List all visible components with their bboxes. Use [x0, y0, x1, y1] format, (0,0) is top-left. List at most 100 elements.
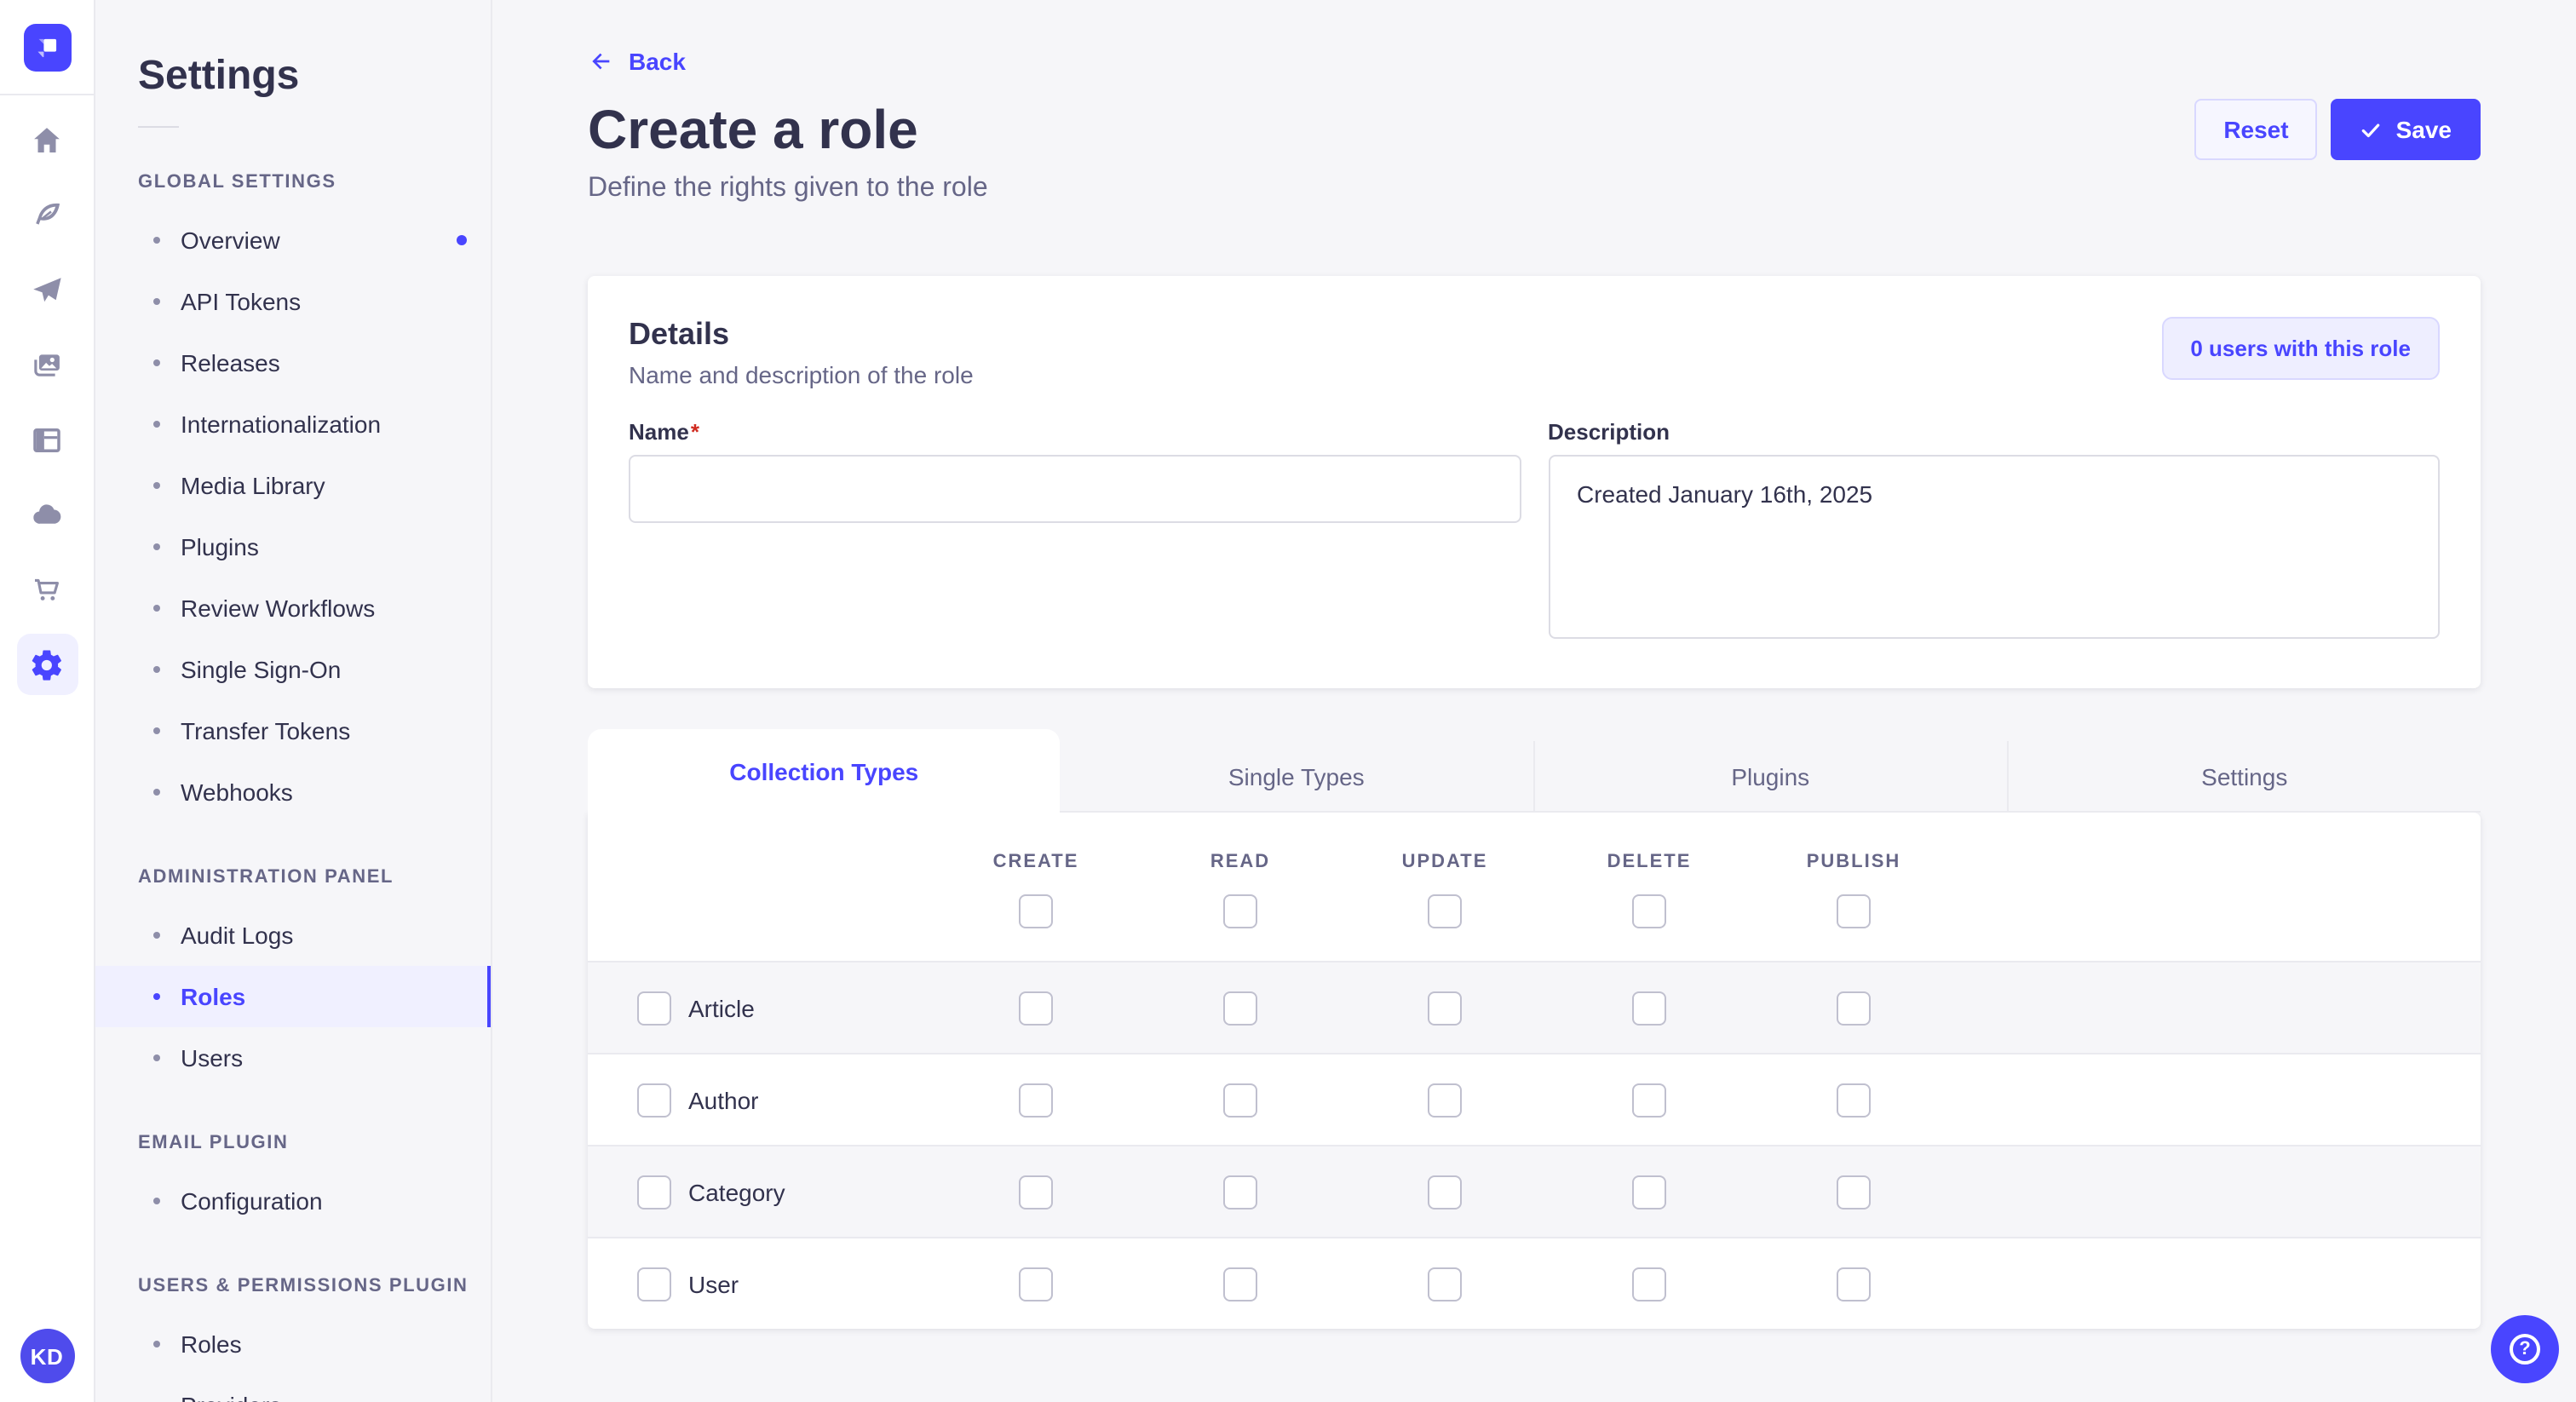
permissions-section: Collection Types Single Types Plugins Se…: [588, 729, 2481, 1329]
checkbox-category-read[interactable]: [1223, 1175, 1257, 1209]
table-row-category: Category: [588, 1145, 2481, 1237]
sidebar-item-users[interactable]: Users: [95, 1027, 491, 1089]
sidebar-item-configuration[interactable]: Configuration: [95, 1170, 491, 1232]
checkbox-user-delete[interactable]: [1632, 1267, 1666, 1301]
checkbox-author-update[interactable]: [1428, 1083, 1462, 1117]
checkbox-row-author[interactable]: [637, 1083, 671, 1117]
strapi-logo-icon[interactable]: [23, 24, 71, 72]
row-label: Article: [688, 994, 755, 1021]
description-textarea[interactable]: Created January 16th, 2025: [1548, 455, 2440, 639]
checkbox-article-read[interactable]: [1223, 991, 1257, 1025]
user-avatar[interactable]: KD: [20, 1329, 74, 1383]
sidebar-item-roles-admin[interactable]: Roles: [95, 966, 491, 1027]
sidebar-item-api-tokens[interactable]: API Tokens: [95, 271, 491, 332]
help-button[interactable]: ?: [2491, 1315, 2559, 1383]
sidebar-item-label: Providers: [181, 1392, 281, 1402]
cart-glyph: [29, 572, 65, 607]
cell: [934, 1083, 1138, 1117]
name-input[interactable]: [629, 455, 1521, 523]
sidebar-item-releases[interactable]: Releases: [95, 332, 491, 394]
sidebar-item-media-library[interactable]: Media Library: [95, 455, 491, 516]
select-all-delete-checkbox[interactable]: [1632, 894, 1666, 928]
tab-single-types[interactable]: Single Types: [1061, 741, 1533, 813]
checkbox-row-user[interactable]: [637, 1267, 671, 1301]
save-button[interactable]: Save: [2332, 99, 2481, 160]
tab-collection-types[interactable]: Collection Types: [588, 729, 1061, 813]
select-all-update-checkbox[interactable]: [1428, 894, 1462, 928]
content-manager-icon[interactable]: [16, 184, 78, 245]
paper-plane-icon[interactable]: [16, 259, 78, 320]
section-list: Overview API Tokens Releases Internation…: [95, 210, 491, 823]
strapi-admin-app: KD Settings GLOBAL SETTINGS Overview API…: [0, 0, 2576, 1402]
tab-settings[interactable]: Settings: [2007, 741, 2481, 813]
permissions-tabs: Collection Types Single Types Plugins Se…: [588, 729, 2481, 813]
cell: [1138, 1083, 1343, 1117]
row-label: Author: [688, 1086, 759, 1113]
checkbox-category-update[interactable]: [1428, 1175, 1462, 1209]
section-label: EMAIL PLUGIN: [95, 1133, 491, 1153]
sidebar-item-label: Releases: [181, 349, 280, 376]
checkbox-author-delete[interactable]: [1632, 1083, 1666, 1117]
checkbox-row-article[interactable]: [637, 991, 671, 1025]
section-label: USERS & PERMISSIONS PLUGIN: [95, 1276, 491, 1296]
checkbox-article-publish[interactable]: [1837, 991, 1871, 1025]
checkbox-author-create[interactable]: [1019, 1083, 1053, 1117]
media-library-icon[interactable]: [16, 334, 78, 395]
select-all-publish-checkbox[interactable]: [1837, 894, 1871, 928]
sidebar-item-audit-logs[interactable]: Audit Logs: [95, 905, 491, 966]
table-row-article: Article: [588, 961, 2481, 1053]
bullet-icon: [153, 359, 160, 366]
details-card: Details Name and description of the role…: [588, 276, 2481, 688]
checkbox-user-read[interactable]: [1223, 1267, 1257, 1301]
checkbox-user-publish[interactable]: [1837, 1267, 1871, 1301]
sidebar-item-roles-up[interactable]: Roles: [95, 1313, 491, 1375]
checkbox-article-delete[interactable]: [1632, 991, 1666, 1025]
users-with-role-button[interactable]: 0 users with this role: [2161, 317, 2440, 380]
checkbox-row-category[interactable]: [637, 1175, 671, 1209]
sidebar-item-internationalization[interactable]: Internationalization: [95, 394, 491, 455]
section-email-plugin: EMAIL PLUGIN Configuration: [95, 1133, 491, 1232]
sidebar-item-single-sign-on[interactable]: Single Sign-On: [95, 639, 491, 700]
checkbox-user-create[interactable]: [1019, 1267, 1053, 1301]
table-row-user: User: [588, 1237, 2481, 1329]
back-link[interactable]: Back: [588, 48, 686, 75]
checkbox-category-create[interactable]: [1019, 1175, 1053, 1209]
question-mark-icon: ?: [2510, 1334, 2540, 1365]
page-subtitle: Define the rights given to the role: [588, 174, 988, 204]
icon-rail: KD: [0, 0, 95, 1402]
sidebar-item-webhooks[interactable]: Webhooks: [95, 761, 491, 823]
select-all-read-checkbox[interactable]: [1223, 894, 1257, 928]
checkbox-article-update[interactable]: [1428, 991, 1462, 1025]
checkbox-author-publish[interactable]: [1837, 1083, 1871, 1117]
reset-button[interactable]: Reset: [2194, 99, 2317, 160]
checkbox-user-update[interactable]: [1428, 1267, 1462, 1301]
feather-glyph: [29, 197, 65, 233]
tab-plugins[interactable]: Plugins: [1532, 741, 2007, 813]
home-icon[interactable]: [16, 109, 78, 170]
row-label: User: [688, 1270, 739, 1297]
name-field-group: Name*: [629, 419, 1521, 647]
rail-nav: [16, 109, 78, 695]
sidebar-item-label: Overview: [181, 227, 280, 254]
sidebar-item-review-workflows[interactable]: Review Workflows: [95, 577, 491, 639]
checkbox-article-create[interactable]: [1019, 991, 1053, 1025]
table-row-author: Author: [588, 1053, 2481, 1145]
gear-glyph: [29, 646, 65, 682]
select-all-create-checkbox[interactable]: [1019, 894, 1053, 928]
required-asterisk: *: [691, 419, 699, 445]
bullet-icon: [153, 932, 160, 939]
sidebar-item-transfer-tokens[interactable]: Transfer Tokens: [95, 700, 491, 761]
checkbox-category-delete[interactable]: [1632, 1175, 1666, 1209]
column-delete-label: DELETE: [1607, 852, 1692, 872]
sidebar-item-plugins[interactable]: Plugins: [95, 516, 491, 577]
settings-icon[interactable]: [16, 634, 78, 695]
sidebar-item-providers[interactable]: Providers: [95, 1375, 491, 1402]
checkbox-author-read[interactable]: [1223, 1083, 1257, 1117]
name-label-text: Name: [629, 419, 689, 445]
sidebar-item-overview[interactable]: Overview: [95, 210, 491, 271]
content-type-builder-icon[interactable]: [16, 409, 78, 470]
checkbox-category-publish[interactable]: [1837, 1175, 1871, 1209]
marketplace-icon[interactable]: [16, 559, 78, 620]
permissions-table: CREATE READ UPDATE DELETE: [588, 813, 2481, 1329]
cloud-icon[interactable]: [16, 484, 78, 545]
